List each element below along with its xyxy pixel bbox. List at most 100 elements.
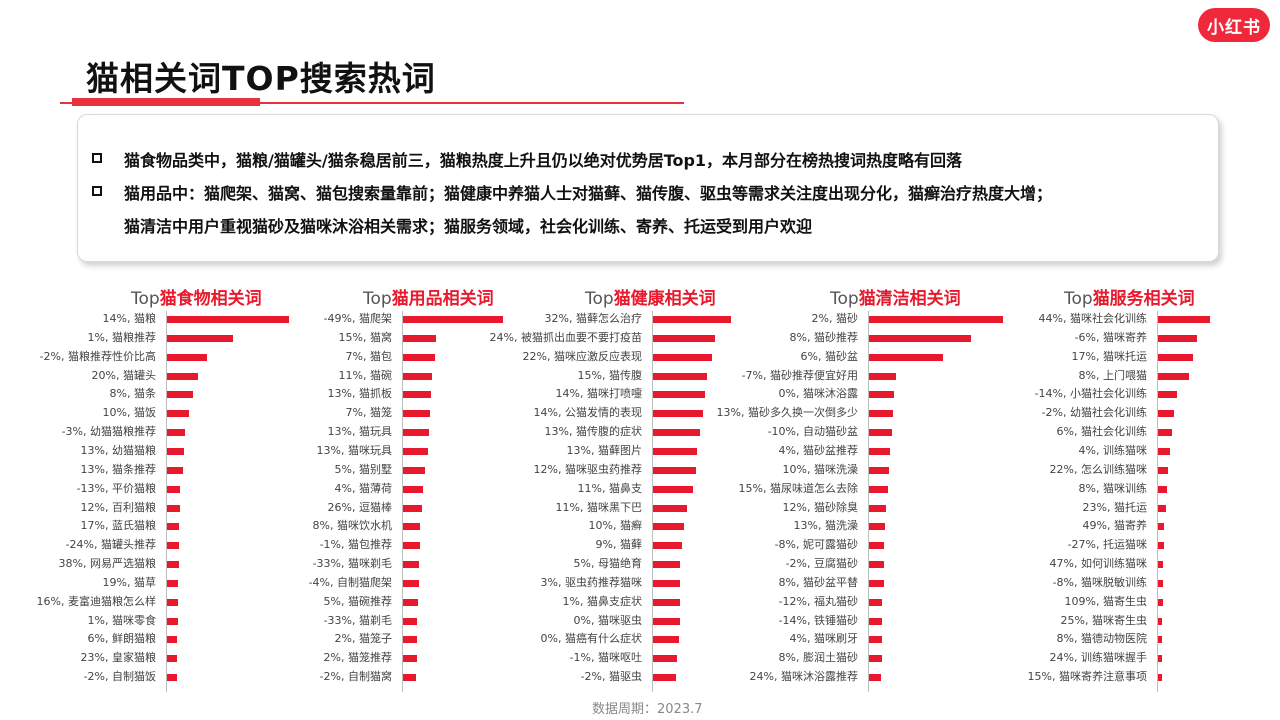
chart-axis	[1157, 311, 1158, 692]
data-bar	[167, 316, 289, 323]
category-label: -8%, 猫咪脱敏训练	[1052, 575, 1147, 589]
category-label: 8%, 上门喂猫	[1078, 368, 1147, 382]
category-label: 3%, 驱虫药推荐猫咪	[540, 575, 642, 589]
data-bar	[1158, 391, 1177, 399]
data-bar	[653, 372, 707, 380]
category-label: -2%, 豆腐猫砂	[785, 557, 858, 571]
category-label: 13%, 猫洗澡	[793, 519, 858, 533]
category-label: -8%, 妮可露猫砂	[774, 538, 858, 552]
category-label: -14%, 小猫社会化训练	[1034, 387, 1147, 401]
data-bar	[869, 485, 888, 493]
category-label: 8%, 猫咪训练	[1078, 481, 1147, 495]
category-label: -10%, 自动猫砂盆	[767, 425, 858, 439]
category-label: -1%, 猫包推荐	[319, 538, 392, 552]
chart-title-prefix: Top	[585, 289, 614, 309]
category-label: 109%, 猫寄生虫	[1064, 594, 1147, 608]
data-bar	[403, 410, 430, 418]
category-label: -1%, 猫咪呕吐	[569, 651, 642, 665]
category-label: 13%, 猫藓图片	[566, 443, 642, 457]
data-bar	[167, 429, 186, 437]
category-label: 13%, 猫传腹的症状	[544, 425, 642, 439]
data-bar	[1158, 561, 1164, 569]
data-bar	[1158, 598, 1163, 606]
data-bar	[167, 466, 183, 474]
data-bar	[869, 617, 883, 625]
data-bar	[869, 447, 891, 455]
data-bar	[403, 334, 436, 342]
chart-title-text: 猫食物相关词	[159, 289, 262, 309]
chart-title-text: 猫用品相关词	[391, 289, 494, 309]
category-label: 23%, 皇家猫粮	[80, 651, 156, 665]
data-bar	[653, 429, 700, 437]
chart-title-prefix: Top	[363, 289, 392, 309]
data-bar	[1158, 334, 1197, 342]
category-label: 2%, 猫笼推荐	[323, 651, 392, 665]
data-bar	[1158, 636, 1163, 644]
data-bar	[167, 353, 208, 361]
data-bar	[653, 316, 731, 323]
data-bar	[167, 598, 178, 606]
category-label: 0%, 猫咪沐浴露	[778, 387, 858, 401]
category-label: 14%, 猫咪打喷嚏	[555, 387, 642, 401]
category-label: -27%, 托运猫咪	[1067, 538, 1147, 552]
category-label: 5%, 猫碗推荐	[323, 594, 392, 608]
data-bar	[167, 674, 177, 682]
data-bar	[1158, 353, 1194, 361]
data-bar	[869, 561, 884, 569]
category-label: 20%, 猫罐头	[91, 368, 156, 382]
data-bar	[869, 542, 884, 550]
category-label: 8%, 猫砂推荐	[789, 330, 858, 344]
category-label: -33%, 猫咪剃毛	[312, 557, 392, 571]
data-bar	[1158, 447, 1170, 455]
data-bar	[403, 674, 416, 682]
category-label: -2%, 幼猫社会化训练	[1041, 406, 1147, 420]
data-bar	[1158, 316, 1210, 323]
category-label: 15%, 猫窝	[338, 330, 392, 344]
chart-axis	[166, 311, 167, 692]
category-label: 32%, 猫藓怎么治疗	[544, 312, 642, 325]
category-label: 8%, 猫砂盆平替	[778, 575, 858, 589]
data-bar	[167, 655, 177, 663]
category-label: 49%, 猫寄养	[1082, 519, 1147, 533]
data-bar	[403, 579, 419, 587]
category-label: 6%, 猫社会化训练	[1056, 425, 1147, 439]
category-label: 0%, 猫癌有什么症状	[540, 632, 642, 646]
chart-title: Top猫健康相关词	[585, 284, 716, 309]
xiaohongshu-logo: 小红书	[1198, 8, 1270, 42]
data-bar	[403, 391, 431, 399]
category-label: 16%, 麦富迪猫粮怎么样	[36, 594, 156, 608]
data-bar	[1158, 372, 1190, 380]
category-label: 4%, 猫砂盆推荐	[778, 443, 858, 457]
data-bar	[167, 542, 180, 550]
chart-axis	[868, 311, 869, 692]
category-label: 38%, 网易严选猫粮	[58, 557, 156, 571]
title-underline-accent	[72, 98, 260, 106]
category-label: 13%, 幼猫猫粮	[80, 443, 156, 457]
data-bar	[1158, 523, 1165, 531]
category-label: -4%, 自制猫爬架	[308, 575, 392, 589]
data-bar	[1158, 579, 1163, 587]
data-bar	[167, 636, 177, 644]
category-label: 8%, 猫咪饮水机	[312, 519, 392, 533]
summary-line-1: 猫食物品类中，猫粮/猫罐头/猫条稳居前三，猫粮热度上升且仍以绝对优势居Top1，…	[124, 151, 963, 170]
category-label: -14%, 铁锤猫砂	[778, 613, 858, 627]
data-bar	[403, 598, 418, 606]
data-bar	[1158, 542, 1164, 550]
category-label: -2%, 猫粮推荐性价比高	[39, 349, 156, 363]
category-label: -13%, 平价猫粮	[76, 481, 156, 495]
chart-title-text: 猫服务相关词	[1092, 289, 1195, 309]
category-label: 24%, 被猫抓出血要不要打疫苗	[489, 330, 642, 344]
data-bar	[653, 561, 681, 569]
category-label: -49%, 猫爬架	[323, 312, 392, 325]
category-label: 47%, 如何训练猫咪	[1049, 557, 1147, 571]
data-bar	[869, 598, 883, 606]
data-bar	[869, 636, 883, 644]
data-bar	[167, 579, 178, 587]
data-bar	[653, 447, 698, 455]
category-label: 9%, 猫藓	[595, 538, 642, 552]
data-bar	[869, 466, 890, 474]
category-label: 13%, 猫条推荐	[80, 462, 156, 476]
category-label: 4%, 猫薄荷	[334, 481, 392, 495]
category-label: 15%, 猫尿味道怎么去除	[738, 481, 858, 495]
data-bar	[167, 561, 180, 569]
